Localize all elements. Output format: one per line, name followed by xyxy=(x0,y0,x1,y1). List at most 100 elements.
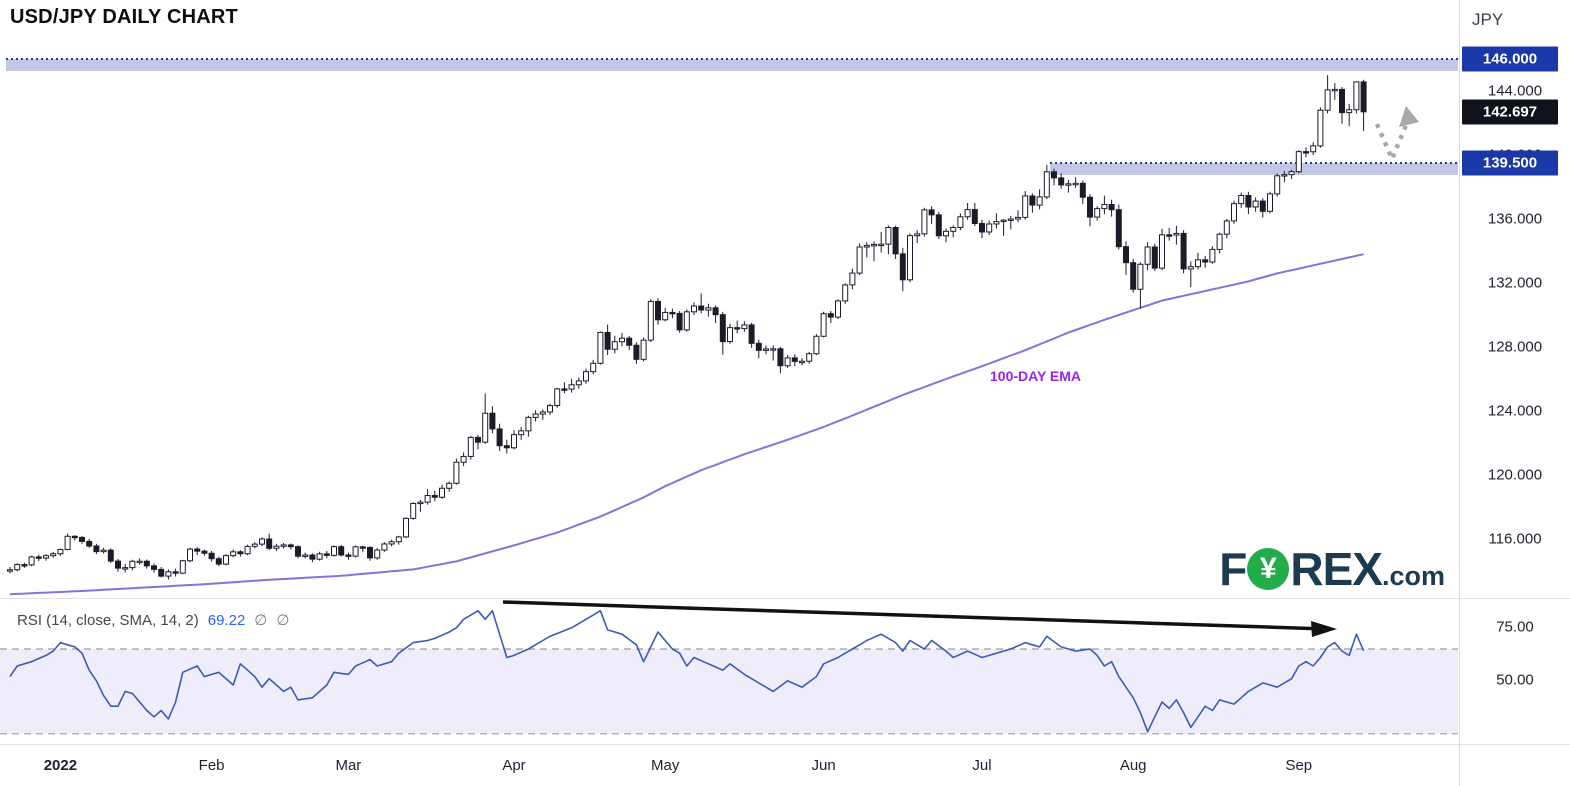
candle-body xyxy=(719,314,726,343)
scale-divider xyxy=(1459,0,1460,786)
candle-body xyxy=(511,434,517,449)
price-chart-svg xyxy=(6,58,1458,596)
candle-body xyxy=(359,546,366,549)
candle-body xyxy=(1202,259,1209,263)
candle-body xyxy=(1245,194,1252,208)
time-axis-label-sep: Sep xyxy=(1285,757,1313,774)
candle-body xyxy=(21,564,28,567)
candle-body xyxy=(201,550,208,554)
candle-body xyxy=(662,311,669,321)
logo-letter-f: F xyxy=(1219,543,1247,595)
candle-body xyxy=(79,536,85,542)
candle-body xyxy=(727,327,733,343)
candle-body xyxy=(28,556,35,566)
candle-body xyxy=(1029,195,1036,206)
ema-label: 100-DAY EMA xyxy=(990,368,1082,384)
candle-body xyxy=(316,553,323,560)
candle-body xyxy=(1036,196,1043,206)
price-scale-panel[interactable]: 148.000144.000140.000136.000132.000128.0… xyxy=(1460,0,1570,786)
candle-body xyxy=(287,544,294,548)
price-pane[interactable]: USD/JPY DAILY CHART 100-DAY EMA F ¥ REX … xyxy=(0,0,1459,598)
candle-body xyxy=(568,384,575,390)
candle-body xyxy=(986,223,993,233)
candle-body xyxy=(251,543,258,547)
rsi-chart-svg xyxy=(0,600,1458,735)
candle-body xyxy=(1259,200,1266,212)
candle-body xyxy=(136,560,143,564)
candle-body xyxy=(547,405,553,413)
candle-body xyxy=(943,230,949,237)
candle-body xyxy=(1252,200,1259,208)
rsi-hide-icon[interactable]: ∅ xyxy=(254,612,268,629)
rsi-pane[interactable]: RSI (14, close, SMA, 14, 2) 69.22 ∅ ∅ xyxy=(0,599,1459,744)
candle-body xyxy=(467,436,474,457)
rsi-settings-icon[interactable]: ∅ xyxy=(276,612,290,629)
candle-body xyxy=(712,307,719,316)
rsi-band-fill xyxy=(0,649,1458,734)
candle-body xyxy=(1180,232,1187,270)
rsi-trendline xyxy=(502,600,1316,631)
candle-body xyxy=(1043,171,1050,198)
candle-body xyxy=(395,536,402,543)
candle-body xyxy=(1187,266,1194,270)
candle-body xyxy=(813,335,820,355)
projection-arrow-head xyxy=(1399,106,1419,127)
ema-line xyxy=(9,253,1364,596)
candle-body xyxy=(1151,246,1158,269)
price-scale-currency: JPY xyxy=(1460,0,1570,34)
candle-body xyxy=(597,331,604,364)
candle-body xyxy=(309,554,316,560)
candle-body xyxy=(266,538,273,549)
candle-body xyxy=(439,487,445,498)
candle-body xyxy=(151,565,157,570)
candle-body xyxy=(1238,194,1245,205)
candle-body xyxy=(561,388,568,391)
candle-body xyxy=(856,246,863,274)
candle-body xyxy=(1051,171,1057,179)
candle-body xyxy=(885,226,892,245)
candle-body xyxy=(575,380,582,386)
candle-body xyxy=(1101,203,1108,210)
candle-body xyxy=(388,541,395,545)
time-axis[interactable]: 2022 Feb Mar Apr May Jun Jul Aug Sep xyxy=(0,745,1459,786)
candle-body xyxy=(604,331,611,350)
time-axis-label-jul: Jul xyxy=(972,757,992,774)
candle-body xyxy=(640,339,647,360)
candle-body xyxy=(820,313,827,337)
candle-body xyxy=(1159,234,1165,269)
candle-body xyxy=(1173,232,1180,236)
pane-divider-bottom[interactable] xyxy=(0,744,1570,745)
pane-divider-top[interactable] xyxy=(0,598,1570,599)
rsi-legend-label: RSI (14, close, SMA, 14, 2) xyxy=(17,612,199,629)
candle-body xyxy=(1295,151,1302,173)
candle-body xyxy=(381,543,388,551)
candle-body xyxy=(899,253,906,281)
candle-body xyxy=(1115,209,1122,248)
candle-body xyxy=(223,555,229,565)
candle-body xyxy=(1281,174,1288,177)
candle-body xyxy=(417,501,424,505)
candle-body xyxy=(878,243,885,247)
candle-body xyxy=(835,300,841,318)
candle-body xyxy=(791,357,798,362)
candle-body xyxy=(158,568,165,577)
candle-body xyxy=(971,209,978,224)
candle-body xyxy=(907,235,913,281)
candle-body xyxy=(1324,89,1331,111)
candle-body xyxy=(115,560,121,569)
candle-body xyxy=(194,548,201,552)
price-tick-label: 124.000 xyxy=(1487,402,1543,420)
candle-body xyxy=(1288,171,1295,176)
candle-body xyxy=(86,540,93,547)
candle-body xyxy=(928,209,935,216)
rsi-tick-label: 50.00 xyxy=(1496,671,1534,689)
candle-body xyxy=(1346,109,1353,114)
projection-arrow-line xyxy=(1374,117,1412,165)
candle-body xyxy=(1274,175,1281,195)
candle-body xyxy=(475,436,481,443)
candle-body xyxy=(770,348,777,351)
last-price-badge: 142.697 xyxy=(1462,99,1558,125)
candle-body xyxy=(619,337,625,343)
candle-body xyxy=(532,413,539,418)
candle-body xyxy=(1303,151,1309,154)
